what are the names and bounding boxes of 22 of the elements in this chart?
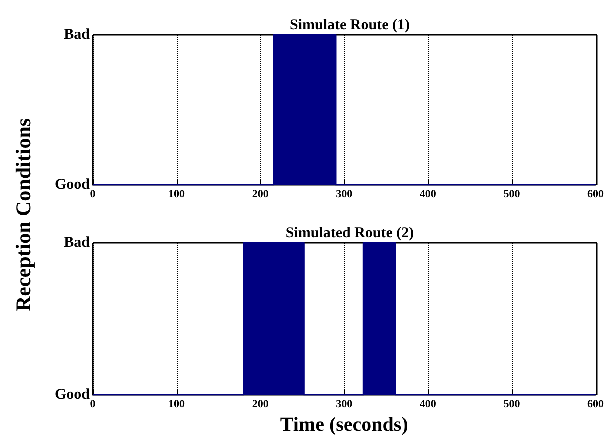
x-tick-label: 300: [336, 398, 354, 410]
text: Good: [54, 177, 91, 193]
text: Bad: [64, 27, 91, 43]
x-tick-label: 600: [588, 188, 604, 200]
x-tick-label: 0: [90, 188, 96, 200]
x-tick-label: 200: [252, 188, 270, 200]
x-axis-title: Time (seconds): [280, 414, 408, 436]
chart-title: Simulate Route (1): [290, 18, 410, 34]
x-tick-label: 600: [588, 398, 604, 410]
x-tick-label: 0: [90, 398, 96, 410]
x-tick-label: 100: [168, 398, 186, 410]
x-tick-label: 300: [336, 188, 354, 200]
x-tick-label: 500: [504, 398, 521, 410]
x-tick-label: 100: [168, 188, 186, 200]
x-tick-label: 500: [504, 188, 521, 200]
text: Bad: [64, 235, 91, 251]
x-tick-label: 400: [420, 398, 437, 410]
x-tick-label: 400: [420, 188, 437, 200]
chart-title: Simulated Route (2): [286, 226, 414, 242]
text: Good: [54, 387, 91, 403]
y-axis-title: Reception Conditions: [12, 118, 36, 312]
x-tick-label: 200: [252, 398, 270, 410]
